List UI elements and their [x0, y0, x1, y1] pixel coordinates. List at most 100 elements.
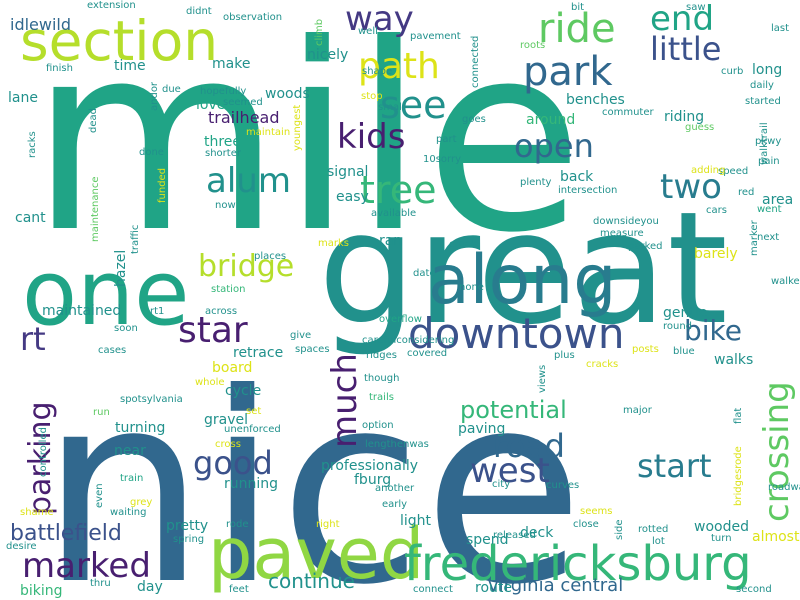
word-connect: connect: [413, 584, 453, 595]
word-see: see: [380, 83, 447, 127]
word-area: area: [762, 192, 793, 208]
word-bridgesrode: bridgesrode: [733, 446, 744, 506]
word-small: small: [378, 102, 405, 113]
word-marker: marker: [749, 219, 760, 256]
word-barely: barely: [694, 246, 738, 262]
word-one: one: [22, 241, 189, 346]
word-three: three: [204, 134, 241, 150]
word-easy: easy: [336, 189, 369, 205]
word-none: none: [459, 282, 484, 293]
word-overflow: overflow: [379, 314, 422, 325]
word-little: little: [650, 30, 721, 68]
word-downsideyou: downsideyou: [593, 216, 659, 227]
word-run: run: [93, 407, 110, 418]
word-walks: walks: [714, 352, 753, 368]
word-maintained: maintained: [42, 303, 121, 319]
word-desire: desire: [6, 541, 37, 552]
word-commuter: commuter: [602, 107, 655, 118]
word-west: west: [470, 451, 550, 491]
word-close: close: [573, 519, 599, 530]
word-marked: marked: [22, 546, 151, 586]
word-went: went: [757, 204, 782, 215]
word-signal: signal: [327, 164, 368, 180]
word-day: day: [137, 579, 163, 595]
word-across: across: [205, 306, 237, 317]
word-route: route: [475, 580, 512, 596]
word-available: available: [371, 208, 416, 219]
word-next: next: [757, 232, 779, 243]
word-nicely: nicely: [307, 47, 348, 63]
word-love: love: [196, 97, 225, 113]
word-station: station: [211, 284, 245, 295]
word-give: give: [290, 330, 311, 341]
word-red: red: [738, 187, 754, 198]
word-way: way: [345, 0, 414, 39]
word-ride: ride: [538, 6, 616, 52]
word-fredericksburg: fredericksburg: [404, 536, 752, 592]
word-due: due: [162, 84, 181, 95]
word-much: much: [325, 353, 365, 448]
word-dead: dead: [88, 108, 99, 133]
word-funded: funded: [157, 168, 168, 203]
word-last: last: [771, 23, 789, 34]
word-started: started: [745, 96, 781, 107]
word-paved: paved: [208, 513, 424, 595]
word-another: another: [375, 483, 415, 494]
word-daily: daily: [750, 80, 774, 91]
word-carefulconsidering: carefulconsidering: [362, 335, 454, 346]
word-turning: turning: [115, 420, 165, 436]
word-downtown: downtown: [408, 309, 624, 358]
word-woods: woods: [265, 86, 310, 102]
word-park: park: [523, 49, 613, 95]
word-side: side: [614, 520, 625, 541]
word-spend: spend: [466, 532, 509, 548]
word-plus: plus: [554, 350, 575, 361]
word-marks: marks: [318, 238, 349, 249]
word-mile: mile: [30, 0, 583, 289]
word-right: right: [316, 519, 340, 530]
word-make: make: [212, 56, 250, 72]
word-time: time: [114, 58, 146, 74]
word-cross: cross: [215, 439, 241, 450]
word-date: date: [413, 268, 436, 279]
word-waiting: waiting: [110, 507, 146, 518]
word-gravel: gravel: [204, 412, 248, 428]
word-now: now: [215, 200, 236, 211]
word-well: well: [358, 26, 378, 37]
word-10sorry: 10sorry: [423, 154, 461, 165]
word-traffic: traffic: [130, 225, 141, 254]
word-biking: biking: [20, 583, 63, 599]
word-hazel: hazel: [113, 250, 129, 287]
word-retrace: retrace: [233, 345, 283, 361]
word-cars: cars: [706, 205, 727, 216]
word-ridges: ridges: [366, 350, 397, 361]
word-alum: alum: [206, 161, 291, 201]
word-city: city: [492, 479, 510, 490]
word-lot: lot: [652, 536, 665, 547]
word-cracks: cracks: [586, 359, 618, 370]
word-trails: trails: [369, 392, 394, 403]
word-cant: cant: [15, 210, 46, 226]
word-spring: spring: [173, 534, 204, 545]
word-turn: turn: [711, 533, 732, 544]
word-path: path: [358, 46, 440, 87]
word-extension: extension: [87, 0, 136, 11]
word-running: running: [224, 476, 278, 492]
word-curb: curb: [721, 66, 743, 77]
word-racks: racks: [27, 131, 38, 158]
word-shame: shame: [20, 507, 54, 518]
word-climb: climb: [314, 19, 325, 46]
word-board: board: [212, 360, 252, 376]
word-battlefield: battlefield: [10, 521, 122, 546]
word-finish: finish: [46, 63, 73, 74]
word-rt1: rt1: [150, 306, 164, 317]
word-curves: curves: [546, 480, 579, 491]
word-walktrail: walktrail: [759, 122, 770, 165]
word-near: near: [114, 443, 146, 459]
word-stop: stop: [361, 91, 383, 102]
word-set: set: [246, 406, 261, 417]
word-intersection: intersection: [558, 185, 617, 196]
word-pkwy: pkwy: [755, 136, 781, 147]
word-pain: pain: [758, 156, 780, 167]
